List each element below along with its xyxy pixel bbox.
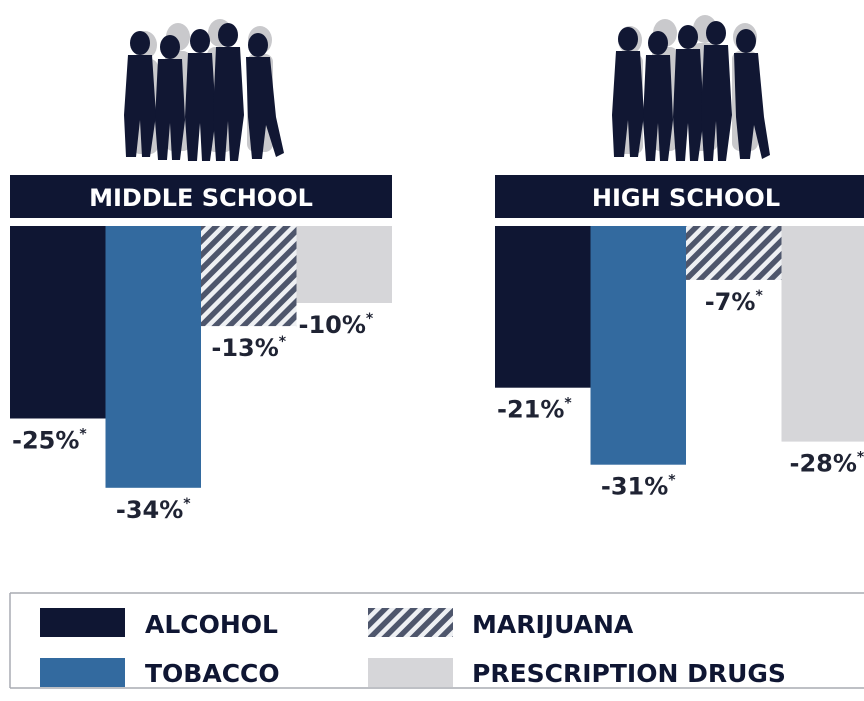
significance-marker: * [366, 311, 374, 327]
bar-tobacco [105, 226, 201, 488]
students-silhouette-icon [124, 19, 284, 161]
legend-swatch-prescription-drugs [368, 658, 453, 687]
bar-prescription-drugs [781, 226, 864, 442]
students-silhouette-icon [612, 15, 770, 161]
data-label-tobacco: -31%* [601, 473, 676, 501]
data-label-alcohol: -25%* [12, 427, 87, 455]
legend-label-prescription-drugs: PRESCRIPTION DRUGS [472, 659, 786, 688]
bar-alcohol [10, 226, 106, 419]
bar-prescription-drugs [296, 226, 392, 303]
data-label-prescription-drugs: -28%* [790, 450, 864, 478]
significance-marker: * [857, 450, 864, 466]
significance-marker: * [279, 334, 287, 350]
legend: ALCOHOL TOBACCO MARIJUANA PRESCRIPTION D… [9, 592, 864, 689]
bar-tobacco [590, 226, 686, 465]
legend-swatch-tobacco [40, 658, 125, 687]
data-label-tobacco: -34%* [116, 496, 191, 524]
significance-marker: * [668, 473, 676, 489]
legend-swatch-marijuana [368, 608, 453, 637]
significance-marker: * [564, 396, 572, 412]
bar-group: -25%* -34%* -13%* -10%* [10, 226, 392, 524]
panel-title: HIGH SCHOOL [592, 184, 780, 212]
legend-swatch-alcohol [40, 608, 125, 637]
data-label-marijuana: -7%* [705, 288, 764, 316]
significance-marker: * [79, 427, 87, 443]
significance-marker: * [755, 288, 763, 304]
legend-label-marijuana: MARIJUANA [472, 610, 634, 639]
legend-label-tobacco: TOBACCO [145, 659, 280, 688]
legend-label-alcohol: ALCOHOL [145, 610, 278, 639]
data-label-marijuana: -13%* [211, 334, 286, 362]
bar-marijuana [686, 226, 782, 280]
bar-marijuana [201, 226, 297, 327]
panel-header [495, 175, 864, 218]
panel-title: MIDDLE SCHOOL [89, 184, 313, 212]
significance-marker: * [183, 496, 191, 512]
bar-group: -21%* -31%* -7%* -28%* [495, 226, 864, 501]
panel-middle-school: MIDDLE SCHOOL -25%* -34%* -13%* -10%* [10, 175, 392, 524]
data-label-prescription-drugs: -10%* [299, 311, 374, 339]
panel-header [10, 175, 392, 218]
bar-alcohol [495, 226, 591, 388]
panel-high-school: HIGH SCHOOL -21%* -31%* -7%* -28%* [495, 175, 864, 501]
data-label-alcohol: -21%* [497, 396, 572, 424]
